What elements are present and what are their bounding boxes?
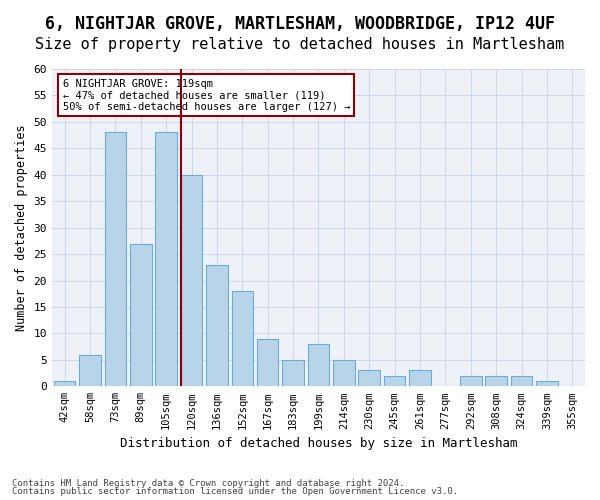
Bar xyxy=(409,370,431,386)
Bar xyxy=(257,338,278,386)
Bar xyxy=(79,354,101,386)
Bar xyxy=(536,381,558,386)
Text: 6 NIGHTJAR GROVE: 119sqm
← 47% of detached houses are smaller (119)
50% of semi-: 6 NIGHTJAR GROVE: 119sqm ← 47% of detach… xyxy=(62,78,350,112)
Text: Contains public sector information licensed under the Open Government Licence v3: Contains public sector information licen… xyxy=(12,487,458,496)
Bar xyxy=(104,132,126,386)
Y-axis label: Number of detached properties: Number of detached properties xyxy=(15,124,28,331)
Bar xyxy=(333,360,355,386)
Bar xyxy=(155,132,177,386)
Bar xyxy=(54,381,76,386)
Bar xyxy=(485,376,507,386)
Bar xyxy=(460,376,482,386)
Bar xyxy=(232,291,253,386)
Bar xyxy=(358,370,380,386)
Bar xyxy=(206,264,228,386)
Bar xyxy=(282,360,304,386)
Bar xyxy=(511,376,532,386)
Bar xyxy=(308,344,329,387)
Text: Size of property relative to detached houses in Martlesham: Size of property relative to detached ho… xyxy=(35,38,565,52)
X-axis label: Distribution of detached houses by size in Martlesham: Distribution of detached houses by size … xyxy=(120,437,517,450)
Bar xyxy=(181,175,202,386)
Text: 6, NIGHTJAR GROVE, MARTLESHAM, WOODBRIDGE, IP12 4UF: 6, NIGHTJAR GROVE, MARTLESHAM, WOODBRIDG… xyxy=(45,15,555,33)
Bar xyxy=(130,244,152,386)
Text: Contains HM Land Registry data © Crown copyright and database right 2024.: Contains HM Land Registry data © Crown c… xyxy=(12,478,404,488)
Bar xyxy=(384,376,406,386)
